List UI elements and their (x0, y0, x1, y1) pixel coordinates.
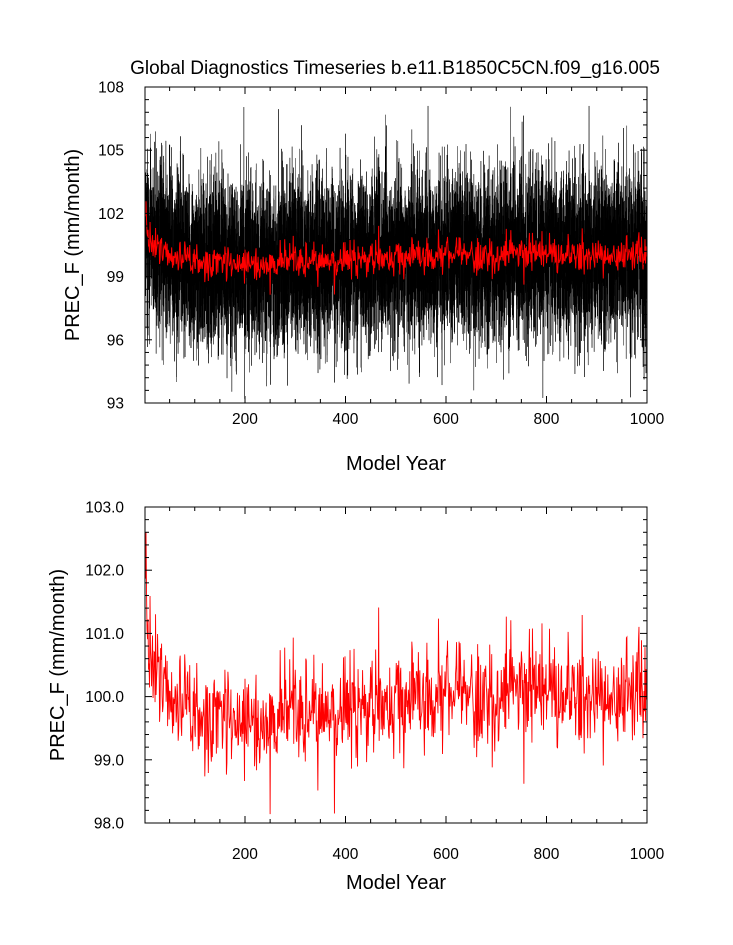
top-x-tick-label: 800 (534, 411, 560, 428)
bottom-x-tick-label: 200 (232, 846, 258, 863)
bottom-x-tick-label: 800 (534, 846, 560, 863)
top-x-tick-label: 600 (433, 411, 459, 428)
top-x-tick-label: 400 (333, 411, 359, 428)
bottom-x-tick-label: 1000 (630, 846, 665, 863)
top-y-axis-label: PREC_F (mm/month) (62, 149, 84, 341)
top-panel: Global Diagnostics Timeseries b.e11.B185… (62, 58, 665, 475)
bottom-y-tick-label: 101.0 (85, 626, 124, 643)
bottom-x-tick-label: 400 (333, 846, 359, 863)
top-y-tick-label: 96 (107, 332, 124, 349)
bottom-y-tick-label: 103.0 (85, 500, 124, 517)
bottom-x-tick-labels: 200 400 600 800 1000 (232, 846, 665, 863)
bottom-plot-area (145, 532, 647, 815)
bottom-x-tick-label: 600 (433, 846, 459, 863)
top-x-axis-label: Model Year (346, 453, 446, 475)
top-x-tick-label: 1000 (630, 411, 665, 428)
top-x-tick-labels: 200 400 600 800 1000 (232, 411, 665, 428)
bottom-y-axis-label: PREC_F (mm/month) (47, 569, 69, 761)
top-y-tick-label: 99 (107, 269, 124, 286)
top-y-tick-label: 105 (98, 143, 124, 160)
top-y-tick-label: 108 (98, 80, 124, 97)
top-chart-title: Global Diagnostics Timeseries b.e11.B185… (130, 58, 660, 79)
top-y-tick-label: 102 (98, 206, 124, 223)
bottom-x-axis-label: Model Year (346, 872, 446, 894)
bottom-panel: 98.0 99.0 100.0 101.0 102.0 103.0 200 40… (47, 500, 665, 895)
bottom-y-tick-label: 98.0 (94, 816, 125, 833)
bottom-series-annual-mean (145, 532, 647, 815)
bottom-y-tick-label: 100.0 (85, 689, 124, 706)
top-plot-area (145, 105, 647, 399)
bottom-tick-marks (145, 506, 648, 824)
top-y-tick-label: 93 (107, 396, 124, 413)
top-series-annual-mean (145, 200, 647, 295)
bottom-y-tick-label: 99.0 (94, 752, 125, 769)
top-x-tick-label: 200 (232, 411, 258, 428)
bottom-y-tick-labels: 98.0 99.0 100.0 101.0 102.0 103.0 (85, 500, 124, 833)
top-y-tick-labels: 93 96 99 102 105 108 (98, 80, 124, 413)
top-series-monthly (145, 105, 647, 399)
top-tick-marks (145, 86, 648, 404)
bottom-y-tick-label: 102.0 (85, 563, 124, 580)
